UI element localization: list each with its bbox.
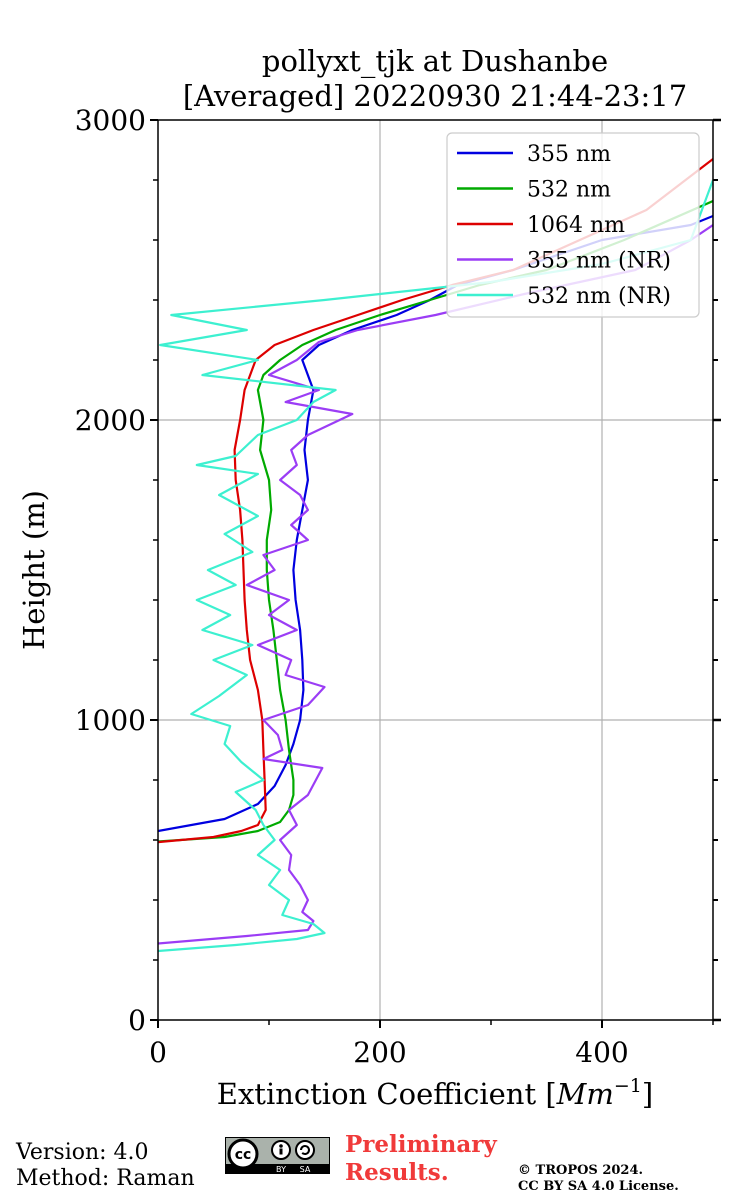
series-line-1 (158, 199, 713, 843)
version-label: Version: 4.0 (16, 1140, 149, 1165)
copyright-notice: © TROPOS 2024. CC BY SA 4.0 License. (518, 1163, 748, 1195)
legend-entry-3: 355 nm (NR) (527, 249, 671, 274)
legend-entry-4: 532 nm (NR) (527, 284, 671, 309)
sa-text: SA (300, 1165, 311, 1174)
method-label: Method: Raman (16, 1166, 195, 1191)
preliminary-line-1: Preliminary (345, 1131, 497, 1158)
preliminary-line-2: Results. (345, 1159, 449, 1186)
legend-entry-0: 355 nm (527, 142, 611, 167)
y-tick-label: 1000 (75, 704, 146, 737)
y-axis-label: Height (m) (17, 490, 51, 650)
copyright-line-2: CC BY SA 4.0 License. (518, 1179, 679, 1194)
x-tick-label: 200 (353, 1036, 406, 1069)
by-text: BY (276, 1165, 286, 1174)
cc-by-sa-badge: cc BY SA (225, 1137, 330, 1174)
x-axis-label: Extinction Coefficient [Mm−1] (217, 1075, 653, 1111)
preliminary-notice: Preliminary Results. (345, 1131, 535, 1187)
plot-frame (157, 119, 714, 1021)
extinction-chart: pollyxt_tjk at Dushanbe [Averaged] 20220… (17, 44, 721, 1111)
legend-entry-1: 532 nm (527, 178, 611, 203)
cc-icon (227, 1138, 259, 1170)
y-tick-label: 3000 (75, 104, 146, 137)
chart-title: pollyxt_tjk at Dushanbe (262, 44, 608, 79)
x-tick-label: 0 (149, 1036, 167, 1069)
legend-box (446, 132, 700, 318)
series-line-2 (158, 158, 713, 844)
axis-ticks (150, 118, 721, 1028)
copyright-line-1: © TROPOS 2024. (518, 1163, 644, 1178)
x-tick-label: 400 (575, 1036, 628, 1069)
y-tick-label: 2000 (75, 404, 146, 437)
series-line-4 (158, 179, 713, 953)
chart-subtitle: [Averaged] 20220930 21:44-23:17 (183, 79, 687, 113)
y-tick-label: 0 (128, 1004, 146, 1037)
sa-icon (295, 1140, 315, 1160)
series-lines (158, 158, 713, 953)
tick-labels: 0 200 400 0 1000 2000 3000 (75, 104, 629, 1069)
cc-text: cc (235, 1147, 252, 1163)
legend-entry-2: 1064 nm (527, 213, 625, 238)
legend: 355 nm 532 nm 1064 nm 355 nm (NR) 532 nm (NR… (446, 132, 700, 318)
series-line-3 (158, 224, 713, 945)
